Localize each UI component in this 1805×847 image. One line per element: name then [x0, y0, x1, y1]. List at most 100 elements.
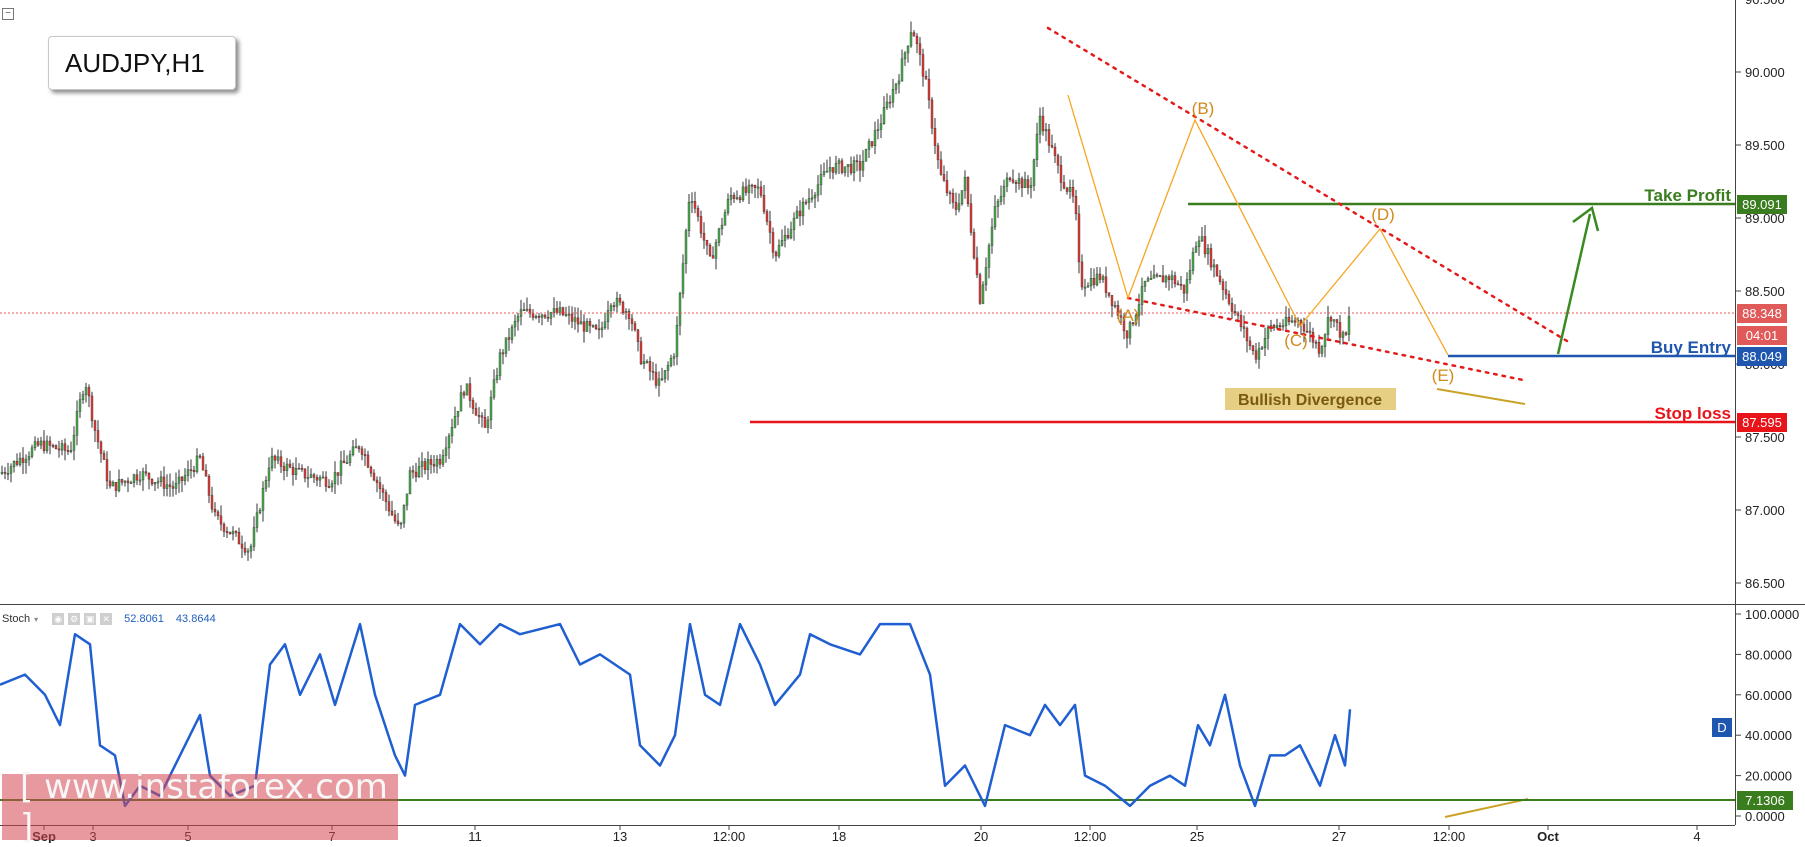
candle-body: [822, 171, 826, 175]
candle-body: [951, 192, 955, 203]
current-price-badge: [1737, 304, 1787, 323]
candle-body: [1230, 303, 1234, 312]
candle-body: [603, 321, 607, 329]
symbol-text: AUDJPY,H1: [65, 47, 205, 78]
candle-body: [1281, 325, 1285, 328]
candle-body: [195, 455, 199, 472]
candle-body: [885, 101, 889, 108]
candle-body: [1212, 264, 1216, 268]
candle-body: [576, 317, 580, 325]
candle-body: [453, 416, 457, 428]
candle-body: [402, 504, 406, 524]
stoch-divergence-line[interactable]: [1444, 798, 1529, 818]
candle-body: [1320, 346, 1324, 354]
hide-icon[interactable]: ▣: [84, 613, 97, 625]
candle-body: [1266, 327, 1270, 339]
candle-body: [165, 484, 169, 489]
candle-body: [219, 515, 223, 525]
candle-body: [1059, 164, 1063, 183]
candle-body: [507, 337, 511, 340]
candle-body: [330, 483, 334, 488]
candle-body: [630, 318, 634, 324]
stoch-axis[interactable]: 0.0000 20.0000 40.0000 60.0000 80.0000 100.00…: [1735, 607, 1799, 824]
candle-body: [918, 43, 922, 55]
eye-icon[interactable]: ◉: [52, 613, 65, 625]
time-tick-label: 12:00: [1433, 829, 1466, 843]
candle-body: [549, 312, 553, 319]
settings-icon[interactable]: ⚙: [68, 613, 81, 625]
candle-body: [690, 201, 694, 203]
candle-body: [948, 192, 952, 195]
wave-pattern[interactable]: [1067, 94, 1449, 356]
candle-body: [666, 365, 670, 371]
candle-body: [741, 186, 745, 201]
price-pane[interactable]: [0, 0, 1735, 604]
candle-body: [492, 379, 496, 398]
candle-body: [45, 440, 49, 451]
candle-body: [3, 471, 7, 474]
candle-body: [819, 174, 823, 185]
candle-body: [1179, 284, 1183, 286]
candle-body: [1134, 315, 1138, 325]
candle-body: [120, 479, 124, 483]
collapse-icon[interactable]: −: [2, 8, 14, 20]
lower-trendline[interactable]: [1126, 296, 1525, 382]
target-arrow-shaft[interactable]: [1556, 213, 1592, 355]
candle-body: [516, 316, 520, 322]
upper-trendline[interactable]: [1046, 26, 1574, 346]
candle-body: [510, 326, 514, 340]
close-icon[interactable]: ✕: [100, 613, 113, 625]
current-price-value: 88.348: [1742, 306, 1782, 321]
candle-body: [867, 141, 871, 150]
price-tick-label: 90.500: [1745, 0, 1785, 7]
candle-body: [207, 476, 211, 496]
candle-body: [969, 203, 973, 233]
candle-body: [1128, 322, 1132, 339]
stoch-tick-label: 20.0000: [1745, 769, 1792, 784]
candle-body: [960, 190, 964, 205]
wave-label-c: (C): [1284, 331, 1308, 350]
candle-body: [888, 101, 892, 104]
candle-body: [777, 245, 781, 257]
candle-body: [864, 148, 868, 162]
candle-body: [798, 210, 802, 217]
candle-body: [282, 466, 286, 471]
price-divergence-line[interactable]: [1436, 388, 1526, 405]
candle-body: [759, 186, 763, 196]
candle-body: [468, 383, 472, 401]
candle-body: [384, 492, 388, 502]
candle-body: [729, 195, 733, 200]
candle-body: [87, 387, 91, 397]
candle-body: [261, 487, 265, 511]
candle-body: [189, 469, 193, 472]
price-axis[interactable]: 86.50087.00087.50088.00088.50089.00089.5…: [1735, 0, 1785, 591]
candle-body: [765, 211, 769, 222]
candle-body: [1008, 177, 1012, 180]
candle-body: [696, 208, 700, 217]
candle-body: [1014, 182, 1018, 184]
stoch-name[interactable]: Stoch: [2, 613, 31, 625]
chevron-down-icon[interactable]: ▾: [34, 614, 39, 624]
candle-body: [21, 457, 25, 463]
stoch-line[interactable]: [0, 622, 1352, 808]
candle-body: [933, 128, 937, 146]
candle-body: [267, 467, 271, 481]
candle-body: [321, 476, 325, 479]
take-profit-badge: [1737, 195, 1787, 214]
candle-body: [615, 297, 619, 307]
candle-body: [810, 197, 814, 200]
stoch-d-label: D: [1717, 720, 1726, 735]
candle-body: [1260, 347, 1264, 350]
candle-body: [681, 263, 685, 294]
candle-body: [297, 468, 301, 470]
candle-body: [426, 459, 430, 470]
candle-body: [1224, 289, 1228, 295]
time-tick-label: 12:00: [713, 829, 746, 843]
stoch-tick-label: 0.0000: [1745, 809, 1785, 824]
candle-body: [288, 463, 292, 468]
candle-body: [852, 160, 856, 174]
candle-body: [1080, 261, 1084, 288]
candle-body: [879, 123, 883, 130]
